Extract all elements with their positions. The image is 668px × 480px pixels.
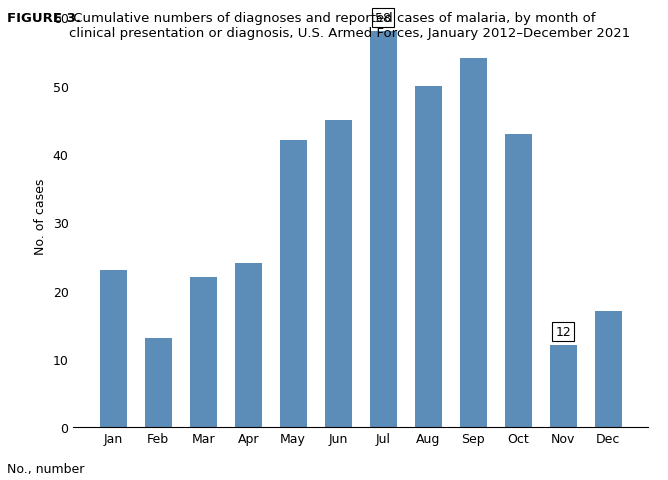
Text: FIGURE 3.: FIGURE 3. <box>7 12 81 25</box>
Bar <box>190 277 216 427</box>
Bar <box>325 120 352 427</box>
Text: No., number: No., number <box>7 462 84 475</box>
Bar <box>595 312 622 427</box>
Y-axis label: No. of cases: No. of cases <box>34 178 47 254</box>
Bar <box>505 134 532 427</box>
Bar <box>369 32 397 427</box>
Text: 12: 12 <box>556 325 571 338</box>
Text: Cumulative numbers of diagnoses and reported cases of malaria, by month of
clini: Cumulative numbers of diagnoses and repo… <box>69 12 630 40</box>
Bar <box>234 264 262 427</box>
Bar <box>550 346 577 427</box>
Bar <box>144 338 172 427</box>
Text: 58: 58 <box>375 12 391 25</box>
Bar <box>100 271 127 427</box>
Bar <box>460 60 487 427</box>
Bar <box>415 86 442 427</box>
Bar <box>280 141 307 427</box>
